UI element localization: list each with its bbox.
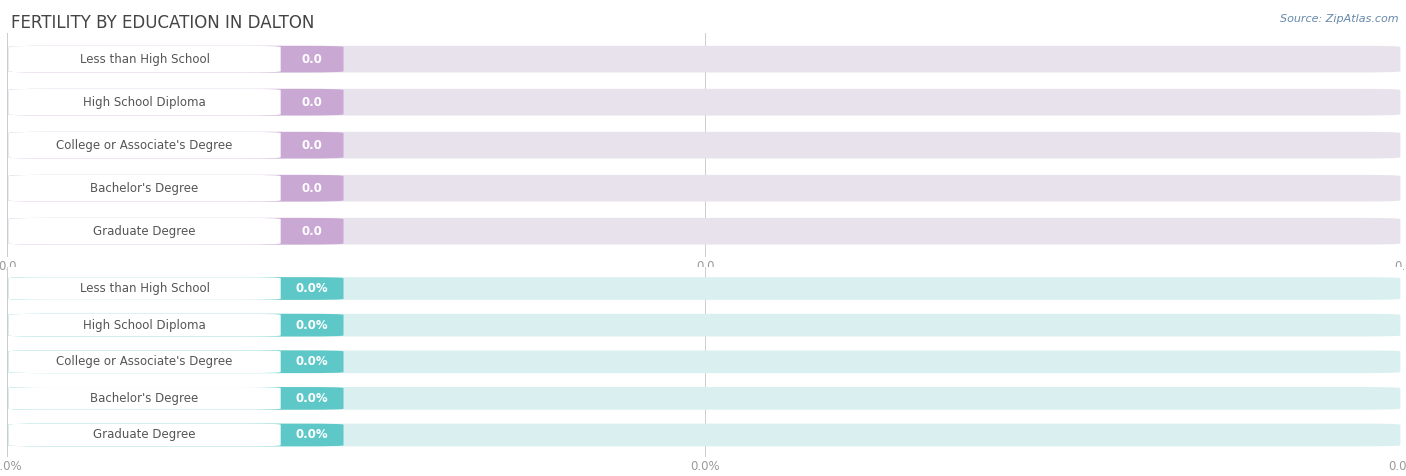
FancyBboxPatch shape: [8, 277, 1400, 300]
Text: Less than High School: Less than High School: [80, 53, 209, 66]
Text: 0.0%: 0.0%: [295, 318, 329, 332]
Text: 0.0%: 0.0%: [295, 428, 329, 442]
FancyBboxPatch shape: [8, 89, 343, 116]
Text: High School Diploma: High School Diploma: [83, 96, 205, 109]
FancyBboxPatch shape: [8, 218, 343, 245]
FancyBboxPatch shape: [8, 46, 281, 72]
FancyBboxPatch shape: [8, 46, 1400, 72]
FancyBboxPatch shape: [8, 424, 1400, 446]
FancyBboxPatch shape: [8, 218, 281, 245]
FancyBboxPatch shape: [8, 314, 343, 337]
Text: Bachelor's Degree: Bachelor's Degree: [90, 182, 198, 195]
FancyBboxPatch shape: [8, 175, 343, 201]
FancyBboxPatch shape: [8, 387, 343, 410]
FancyBboxPatch shape: [8, 132, 1400, 159]
Text: High School Diploma: High School Diploma: [83, 318, 205, 332]
Text: Source: ZipAtlas.com: Source: ZipAtlas.com: [1281, 14, 1399, 24]
Text: 0.0: 0.0: [302, 182, 322, 195]
FancyBboxPatch shape: [8, 46, 343, 72]
Text: 0.0: 0.0: [302, 139, 322, 152]
Text: Bachelor's Degree: Bachelor's Degree: [90, 392, 198, 405]
FancyBboxPatch shape: [8, 350, 1400, 373]
Text: 0.0%: 0.0%: [295, 355, 329, 368]
FancyBboxPatch shape: [8, 175, 281, 201]
FancyBboxPatch shape: [8, 175, 1400, 201]
Text: 0.0: 0.0: [302, 225, 322, 238]
Text: 0.0: 0.0: [302, 53, 322, 66]
FancyBboxPatch shape: [8, 132, 281, 159]
FancyBboxPatch shape: [8, 314, 1400, 337]
Text: Graduate Degree: Graduate Degree: [93, 225, 195, 238]
FancyBboxPatch shape: [8, 424, 281, 446]
FancyBboxPatch shape: [8, 89, 281, 116]
Text: Less than High School: Less than High School: [80, 282, 209, 295]
Text: 0.0%: 0.0%: [295, 392, 329, 405]
FancyBboxPatch shape: [8, 387, 281, 410]
FancyBboxPatch shape: [8, 218, 1400, 245]
FancyBboxPatch shape: [8, 277, 343, 300]
FancyBboxPatch shape: [8, 424, 343, 446]
FancyBboxPatch shape: [8, 89, 1400, 116]
FancyBboxPatch shape: [8, 314, 281, 337]
FancyBboxPatch shape: [8, 277, 281, 300]
Text: Graduate Degree: Graduate Degree: [93, 428, 195, 442]
Text: FERTILITY BY EDUCATION IN DALTON: FERTILITY BY EDUCATION IN DALTON: [11, 14, 315, 32]
FancyBboxPatch shape: [8, 350, 281, 373]
FancyBboxPatch shape: [8, 350, 343, 373]
Text: 0.0%: 0.0%: [295, 282, 329, 295]
FancyBboxPatch shape: [8, 132, 343, 159]
Text: College or Associate's Degree: College or Associate's Degree: [56, 139, 233, 152]
FancyBboxPatch shape: [8, 387, 1400, 410]
Text: 0.0: 0.0: [302, 96, 322, 109]
Text: College or Associate's Degree: College or Associate's Degree: [56, 355, 233, 368]
